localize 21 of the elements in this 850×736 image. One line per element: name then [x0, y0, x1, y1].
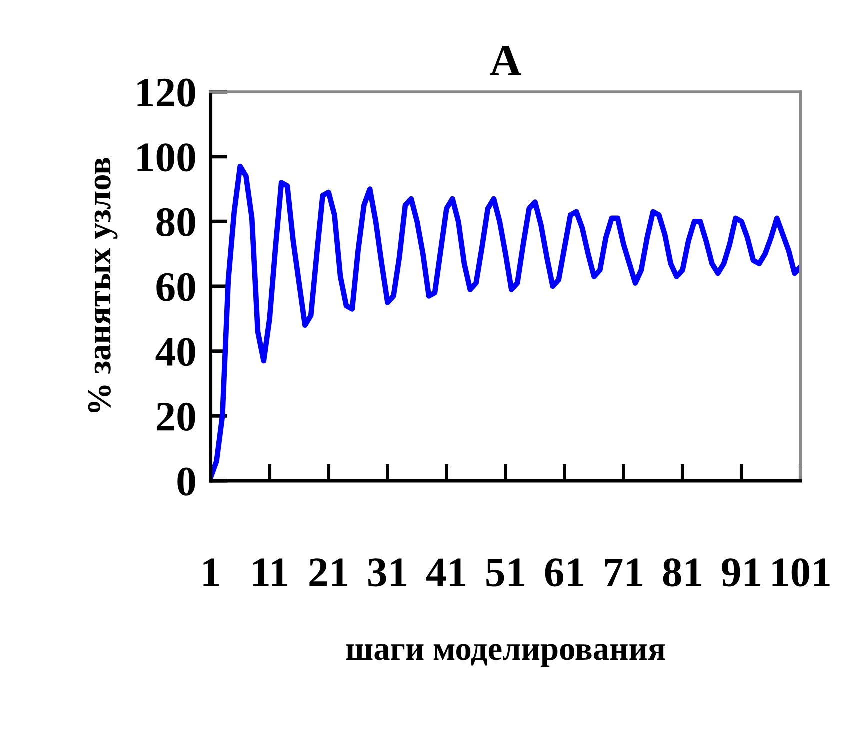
- y-tick-label: 20: [156, 402, 196, 432]
- x-tick-label: 71: [605, 558, 642, 586]
- x-tick-label: 21: [310, 558, 348, 586]
- x-tick-label: 1: [204, 558, 220, 586]
- y-tick-label: 40: [156, 338, 196, 366]
- x-tick-label: 11: [253, 558, 288, 586]
- x-tick-label: 81: [663, 558, 702, 587]
- y-axis-title: % занятых узлов: [88, 158, 118, 413]
- y-tick-label: 60: [156, 273, 196, 302]
- x-tick-label: 101: [772, 558, 830, 587]
- x-tick-label: 51: [486, 558, 524, 587]
- x-tick-label: 61: [545, 558, 584, 587]
- x-tick-label: 91: [722, 558, 760, 587]
- x-tick-label: 31: [368, 558, 406, 587]
- y-tick-label: 100: [138, 144, 196, 172]
- y-tick-label: 120: [138, 78, 196, 107]
- chart-title: A: [490, 46, 522, 76]
- x-tick-label: 41: [426, 558, 466, 586]
- x-axis-title: шаги моделирования: [346, 644, 666, 668]
- y-tick-label: 0: [178, 468, 196, 496]
- y-tick-label: 80: [156, 208, 196, 237]
